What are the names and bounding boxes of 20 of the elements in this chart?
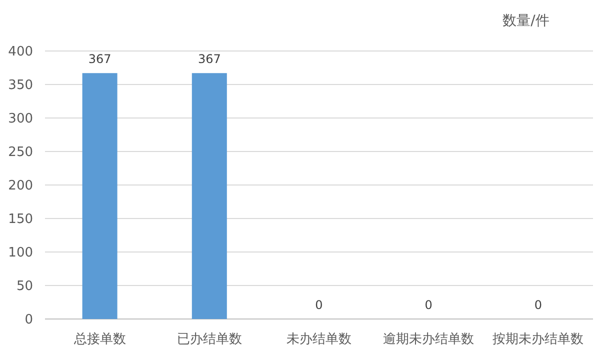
y-tick-label: 150	[8, 212, 33, 228]
data-label: 367	[198, 52, 221, 66]
y-tick-label: 0	[24, 312, 33, 328]
y-axis-title: 数量/件	[502, 13, 550, 29]
data-label: 0	[315, 298, 323, 312]
y-tick-label: 250	[8, 145, 33, 160]
data-label: 367	[88, 52, 112, 66]
y-tick-label: 300	[8, 112, 33, 127]
y-tick-label: 50	[16, 279, 33, 294]
y-tick-label: 350	[8, 78, 33, 94]
y-tick-label: 400	[8, 44, 33, 60]
x-tick-label: 总接单数	[72, 332, 126, 347]
y-tick-label: 100	[8, 246, 33, 261]
data-label: 0	[534, 298, 542, 312]
x-tick-label: 未办结单数	[286, 332, 352, 347]
data-label: 0	[424, 298, 432, 312]
x-tick-label: 逾期未办结单数	[383, 332, 474, 347]
x-tick-label: 已办结单数	[176, 332, 242, 347]
x-tick-label: 按期未办结单数	[492, 332, 584, 347]
y-tick-label: 200	[8, 178, 33, 194]
